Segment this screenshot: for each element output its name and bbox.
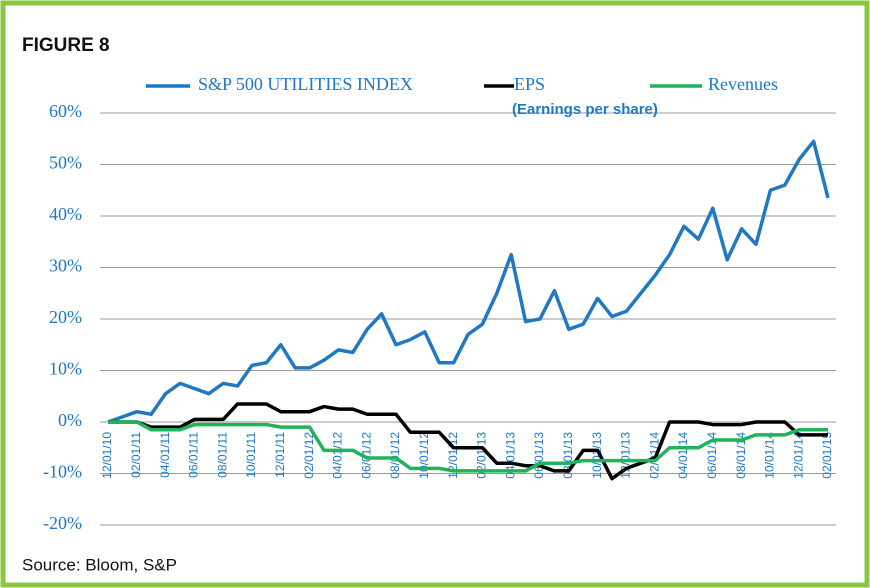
legend-label: Revenues — [708, 74, 778, 94]
y-tick-label: -10% — [43, 462, 82, 482]
x-tick-label: 06/01/12 — [359, 432, 373, 479]
y-tick-label: 50% — [49, 153, 82, 173]
x-tick-label: 02/01/15 — [820, 432, 834, 479]
y-tick-label: 10% — [49, 359, 82, 379]
x-tick-label: 06/01/13 — [532, 432, 546, 479]
x-tick-label: 02/01/14 — [647, 432, 661, 479]
x-tick-label: 04/01/13 — [503, 432, 517, 479]
x-tick-label: 02/01/12 — [302, 432, 316, 479]
series-line — [108, 402, 828, 481]
chart-title: FIGURE 8 — [22, 35, 110, 56]
x-tick-label: 04/01/11 — [158, 432, 172, 478]
series-line — [108, 420, 828, 473]
x-tick-label: 12/01/11 — [273, 432, 287, 478]
x-tick-label: 12/01/14 — [791, 432, 805, 479]
x-tick-label: 10/01/13 — [590, 432, 604, 479]
x-tick-label: 08/01/14 — [734, 432, 748, 479]
x-tick-label: 04/01/14 — [676, 432, 690, 479]
y-tick-label: 60% — [49, 101, 82, 121]
x-tick-label: 02/01/13 — [475, 432, 489, 479]
series-line — [107, 139, 830, 424]
x-tick-label: 08/01/11 — [215, 432, 229, 478]
source-note: Source: Bloom, S&P — [22, 555, 177, 574]
x-tick-label: 08/01/12 — [388, 432, 402, 479]
y-tick-label: -20% — [43, 513, 82, 533]
y-tick-label: 0% — [58, 410, 82, 430]
x-tick-label: 10/01/14 — [763, 432, 777, 479]
x-tick-label: 06/01/11 — [187, 432, 201, 478]
y-tick-label: 40% — [49, 204, 82, 224]
x-tick-label: 12/01/10 — [100, 432, 114, 479]
legend-label: S&P 500 UTILITIES INDEX — [198, 74, 413, 94]
y-tick-label: 20% — [49, 307, 82, 327]
x-tick-label: 10/01/11 — [244, 432, 258, 478]
legend-label: EPS — [514, 74, 545, 94]
x-tick-label: 04/01/12 — [331, 432, 345, 479]
x-tick-label: 10/01/12 — [417, 432, 431, 479]
x-tick-label: 02/01/11 — [129, 432, 143, 478]
legend-note: (Earnings per share) — [512, 101, 658, 118]
y-tick-label: 30% — [49, 256, 82, 276]
